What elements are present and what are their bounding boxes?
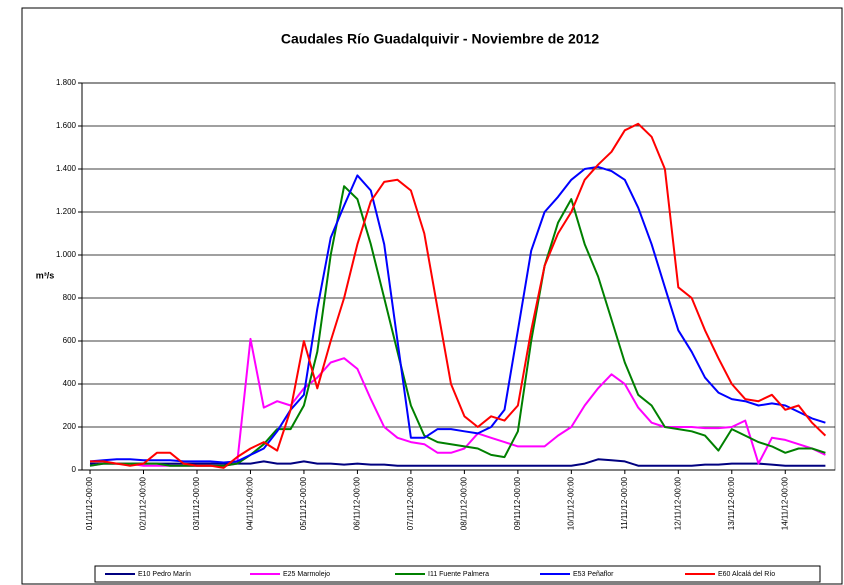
x-tick-label: 13/11/12-00:00 bbox=[727, 476, 736, 530]
x-tick-label: 03/11/12-00:00 bbox=[192, 476, 201, 530]
x-tick-label: 10/11/12-00:00 bbox=[566, 476, 575, 530]
y-tick-label: 1.200 bbox=[56, 207, 77, 216]
legend-label: E25 Marmolejo bbox=[283, 571, 330, 578]
chart-title: Caudales Río Guadalquivir - Noviembre de… bbox=[281, 31, 599, 47]
legend-label: E10 Pedro Marín bbox=[138, 571, 191, 578]
y-tick-label: 0 bbox=[72, 465, 77, 474]
x-tick-label: 02/11/12-00:00 bbox=[139, 476, 148, 530]
y-tick-label: 1.600 bbox=[56, 121, 77, 130]
plot-area bbox=[81, 82, 836, 471]
legend-label: I11 Fuente Palmera bbox=[428, 571, 489, 578]
series-line bbox=[90, 458, 826, 467]
y-tick-label: 400 bbox=[63, 379, 77, 388]
legend-box bbox=[94, 565, 821, 583]
y-tick-label: 800 bbox=[63, 293, 77, 302]
x-tick-label: 06/11/12-00:00 bbox=[353, 476, 362, 530]
x-tick-label: 08/11/12-00:00 bbox=[459, 476, 468, 530]
legend-label: E53 Peñaflor bbox=[573, 571, 614, 578]
x-tick-label: 05/11/12-00:00 bbox=[299, 476, 308, 530]
y-tick-label: 1.000 bbox=[56, 250, 77, 259]
x-tick-label: 12/11/12-00:00 bbox=[673, 476, 682, 530]
y-tick-label: 200 bbox=[63, 422, 77, 431]
series-line bbox=[89, 165, 826, 464]
x-tick-label: 01/11/12-00:00 bbox=[85, 476, 94, 530]
series-line bbox=[90, 122, 827, 469]
y-tick-label: 600 bbox=[63, 336, 77, 345]
x-tick-label: 04/11/12-00:00 bbox=[246, 476, 255, 530]
x-tick-label: 14/11/12-00:00 bbox=[780, 476, 789, 530]
y-axis-label: m³/s bbox=[36, 270, 55, 280]
y-tick-label: 1.800 bbox=[56, 78, 77, 87]
legend-label: E60 Alcalá del Río bbox=[718, 571, 775, 578]
x-tick-label: 07/11/12-00:00 bbox=[406, 476, 415, 530]
x-tick-label: 09/11/12-00:00 bbox=[513, 476, 522, 530]
x-tick-label: 11/11/12-00:00 bbox=[620, 476, 629, 529]
y-tick-label: 1.400 bbox=[56, 164, 77, 173]
